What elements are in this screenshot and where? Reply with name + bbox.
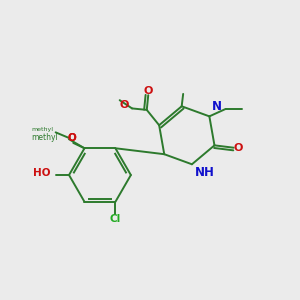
Text: O: O	[68, 133, 76, 143]
Text: O: O	[68, 133, 76, 143]
Text: O: O	[144, 86, 153, 96]
Text: methyl: methyl	[32, 127, 54, 132]
Text: Cl: Cl	[110, 214, 121, 224]
Text: methyl: methyl	[31, 133, 58, 142]
Text: N: N	[212, 100, 222, 113]
Text: NH: NH	[195, 166, 215, 179]
Text: O: O	[119, 100, 128, 110]
Text: HO: HO	[33, 168, 50, 178]
Text: O: O	[233, 143, 242, 153]
